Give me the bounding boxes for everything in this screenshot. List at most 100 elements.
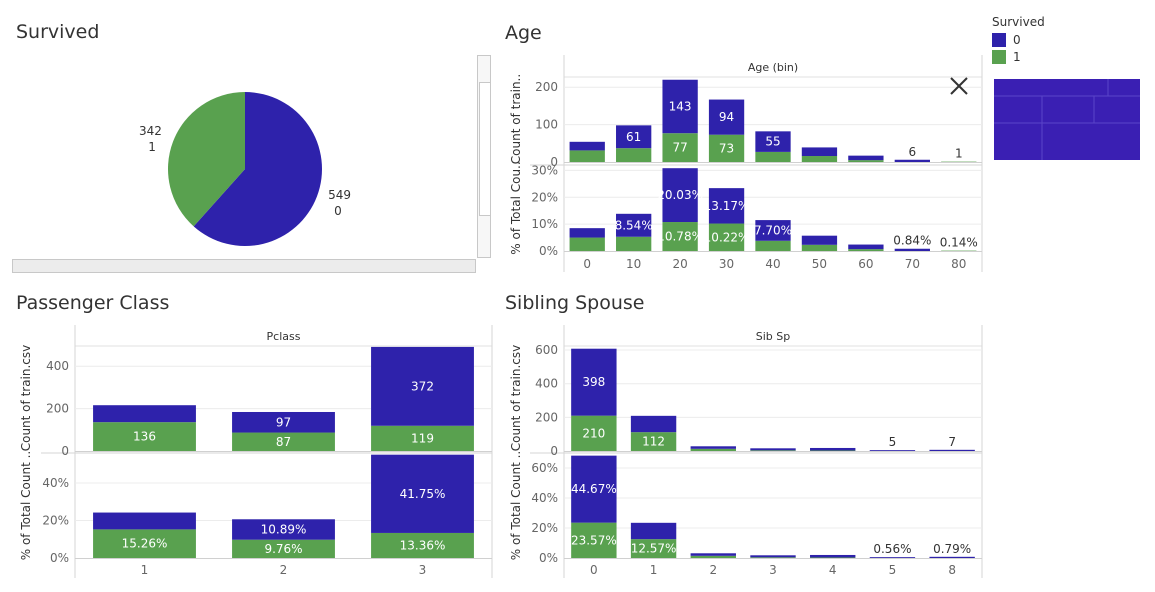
age-top-bar-survived-0: [569, 141, 605, 151]
age-xtick: 0: [583, 257, 591, 271]
passenger-class-title: Passenger Class: [16, 292, 170, 314]
pie-label-value-1: 342: [139, 124, 162, 138]
sibsp-top-bar-survived-0: [810, 447, 856, 451]
sibsp-top-ylabel: Count of train.csv: [509, 345, 523, 452]
age-top-data-label: 55: [765, 135, 780, 149]
sibsp-xtick: 0: [590, 563, 598, 577]
pclass-top-data-label: 87: [276, 435, 291, 449]
sibsp-bottom-ytick: 0%: [539, 551, 558, 565]
age-top-bar-survived-1: [848, 160, 884, 162]
pclass-bottom-ytick: 0%: [50, 551, 69, 565]
pclass-bottom-bar-survived-0: [232, 519, 335, 540]
pclass-top-ylabel: Count of train.csv: [19, 345, 33, 452]
age-bottom-data-label: 8.54%: [615, 218, 653, 232]
pie-slice-1: [168, 92, 245, 227]
sibsp-bottom-bar-survived-1: [810, 557, 856, 558]
pie-slice-0: [193, 92, 322, 246]
pclass-bottom-bar-survived-1: [371, 532, 474, 558]
age-top-data-label: 143: [669, 99, 692, 113]
age-top-ylabel: Count of train..: [509, 74, 523, 164]
age-xtick: 50: [812, 257, 827, 271]
age-column-header: Age (bin): [748, 61, 798, 74]
age-bottom-bar-survived-1: [708, 223, 745, 251]
age-bottom-data-label: 0.14%: [940, 236, 978, 250]
pclass-xtick: 1: [141, 563, 149, 577]
sibsp-bottom-bar-survived-0: [810, 554, 856, 558]
pclass-top-bar-survived-0: [371, 346, 474, 426]
legend: Survived 0 1: [992, 15, 1045, 67]
sibsp-bottom-bar-survived-1: [750, 557, 796, 558]
sibsp-top-bar-survived-1: [571, 415, 617, 451]
legend-title: Survived: [992, 15, 1045, 29]
sibsp-top-ytick: 400: [535, 377, 558, 391]
pclass-bottom-data-label: 13.36%: [400, 538, 446, 552]
age-bottom-data-label: 7.70%: [754, 223, 792, 237]
sibsp-bottom-data-label: 0.79%: [933, 542, 971, 556]
age-top-bar-survived-0: [848, 155, 884, 161]
age-top-bar-survived-0: [708, 99, 745, 135]
pclass-top-bar-survived-0: [93, 405, 196, 423]
age-top-ytick: 100: [535, 118, 558, 132]
pclass-bottom-ytick: 40%: [42, 476, 69, 490]
legend-item-1[interactable]: 1: [992, 50, 1045, 64]
pie-label-value-0: 549: [328, 188, 351, 202]
sibsp-top-bar-survived-0: [929, 449, 975, 451]
vertical-scrollbar[interactable]: [477, 55, 491, 258]
pclass-xtick: 3: [419, 563, 427, 577]
age-xtick: 60: [858, 257, 873, 271]
sibsp-top-bar-survived-0: [750, 448, 796, 451]
pclass-top-data-label: 97: [276, 415, 291, 429]
sibsp-top-data-label: 5: [889, 435, 897, 449]
sibsp-bottom-bar-survived-0: [869, 557, 916, 558]
age-xtick: 30: [719, 257, 734, 271]
sibsp-top-bar-survived-1: [690, 448, 736, 451]
age-bottom-bar-survived-1: [662, 222, 698, 251]
scrollbar-thumb[interactable]: [479, 82, 491, 216]
pclass-bottom-data-label: 10.89%: [261, 522, 307, 536]
age-bottom-bar-survived-0: [616, 213, 652, 237]
sibsp-top-ytick: 600: [535, 343, 558, 357]
age-xtick: 10: [626, 257, 641, 271]
pclass-top-data-label: 119: [411, 431, 434, 445]
sibsp-top-data-label: 398: [582, 375, 605, 389]
pie-label-name-1: 1: [148, 140, 156, 154]
age-bottom-data-label: 10.78%: [657, 230, 703, 244]
sibsp-bottom-bar-survived-1: [690, 555, 736, 558]
sibsp-xtick: 1: [650, 563, 658, 577]
age-top-bar-survived-0: [616, 125, 652, 149]
pclass-top-bar-survived-1: [93, 422, 196, 451]
age-top-ytick: 200: [535, 80, 558, 94]
age-title: Age: [505, 22, 542, 44]
age-bottom-data-label: 10.22%: [704, 230, 750, 244]
age-top-bar-survived-0: [894, 159, 930, 162]
age-bottom-bar-survived-0: [801, 235, 838, 245]
sibsp-bottom-data-label: 23.57%: [571, 533, 617, 547]
pclass-xtick: 2: [280, 563, 288, 577]
age-bottom-bar-survived-0: [755, 220, 791, 241]
age-bottom-bar-survived-0: [848, 244, 884, 250]
pclass-bottom-bar-survived-0: [93, 512, 196, 530]
legend-item-0[interactable]: 0: [992, 33, 1045, 47]
pclass-column-header: Pclass: [267, 330, 301, 343]
sibsp-xtick: 3: [769, 563, 777, 577]
pclass-top-bar-survived-0: [232, 411, 335, 433]
pclass-top-ytick: 200: [46, 402, 69, 416]
age-bottom-data-label: 0.84%: [893, 234, 931, 248]
horizontal-scrollbar[interactable]: [12, 259, 476, 273]
sibsp-bottom-bar-survived-0: [929, 556, 975, 558]
sibsp-bottom-data-label: 44.67%: [571, 482, 617, 496]
age-top-bar-survived-0: [662, 79, 698, 134]
age-bottom-bar-survived-1: [848, 249, 884, 251]
sibsp-top-ytick: 200: [535, 410, 558, 424]
minimap[interactable]: [994, 79, 1140, 160]
age-xtick: 20: [672, 257, 687, 271]
sibsp-top-bar-survived-0: [869, 450, 916, 451]
pclass-bottom-ylabel: % of Total Count ..: [19, 451, 33, 561]
age-bottom-bar-survived-0: [894, 248, 930, 251]
close-icon[interactable]: [949, 76, 969, 96]
pie-label-name-0: 0: [334, 204, 342, 218]
legend-swatch-0: [992, 33, 1006, 47]
age-bottom-ytick: 10%: [531, 217, 558, 231]
survived-title: Survived: [16, 21, 100, 43]
sibsp-bottom-bar-survived-1: [630, 539, 677, 558]
